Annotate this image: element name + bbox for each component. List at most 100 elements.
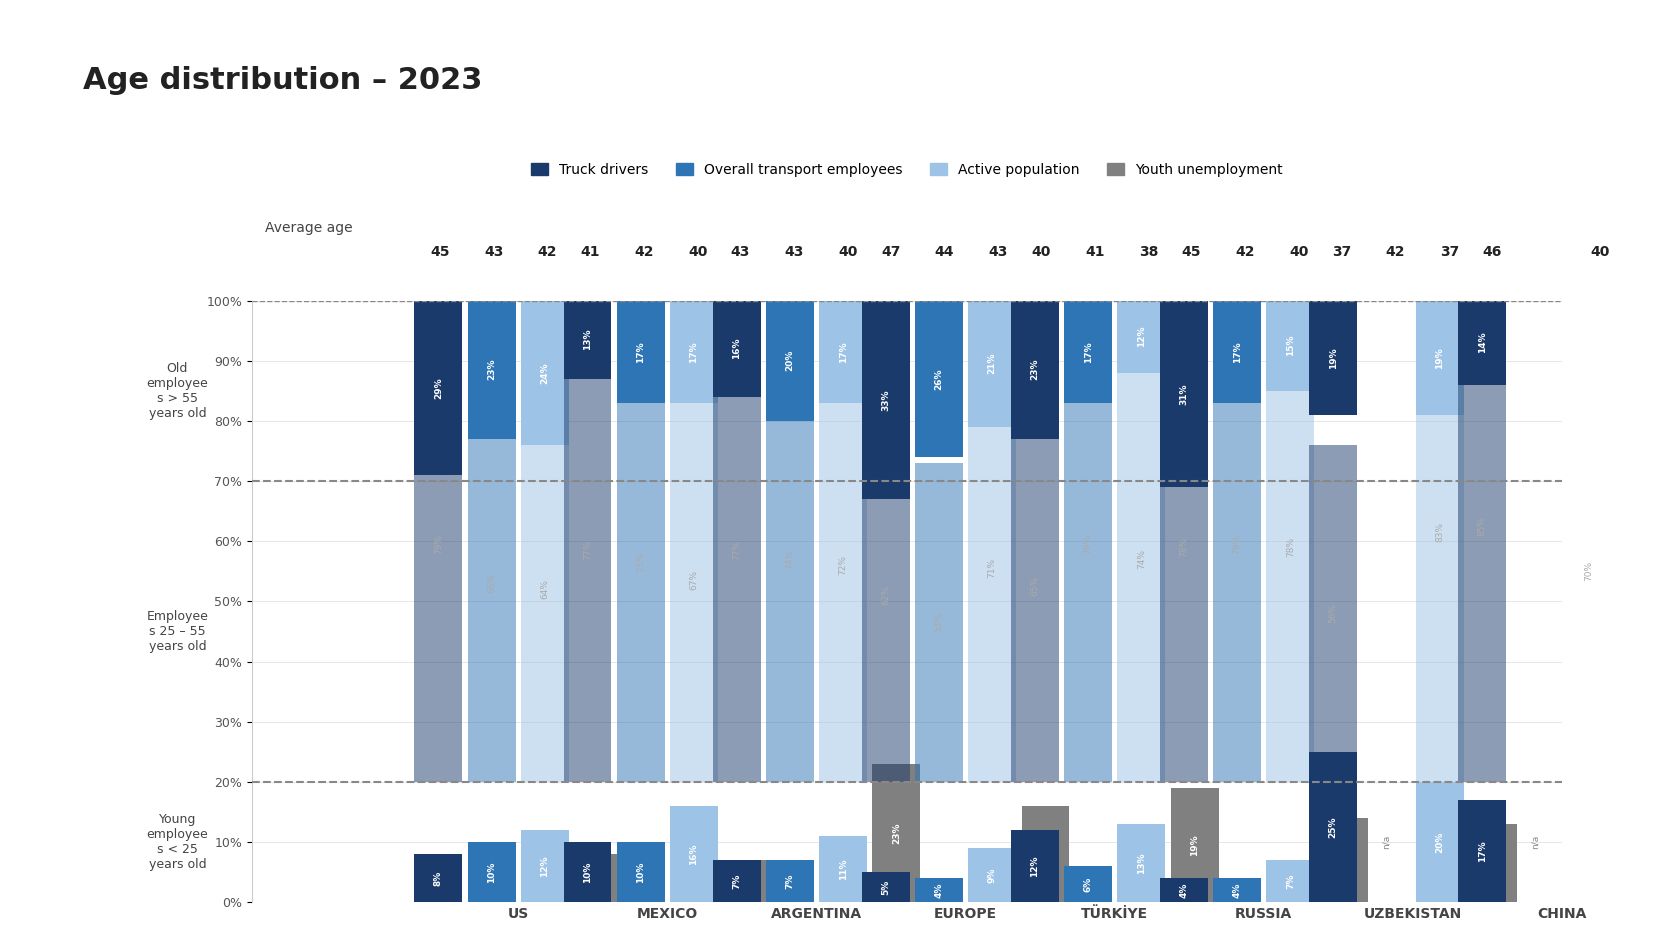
Text: 74%: 74% [785, 549, 795, 569]
Text: 14%: 14% [1477, 332, 1487, 354]
Text: 43: 43 [730, 245, 750, 259]
Bar [1011, 300, 1059, 439]
Text: 7%: 7% [732, 873, 740, 889]
Bar [1320, 818, 1368, 902]
Text: 74%: 74% [1137, 549, 1145, 569]
Text: 38: 38 [1139, 245, 1159, 259]
Text: Employee
s 25 – 55
years old: Employee s 25 – 55 years old [146, 610, 209, 653]
Text: 16%: 16% [1041, 843, 1051, 865]
Bar [1310, 752, 1356, 902]
Text: 53%: 53% [935, 612, 943, 633]
Bar [765, 300, 813, 421]
Bar [1117, 337, 1165, 782]
Text: 65%: 65% [1031, 577, 1039, 596]
Bar [1117, 300, 1165, 373]
Text: 85%: 85% [1477, 516, 1487, 536]
Text: 12%: 12% [541, 856, 549, 877]
Bar [915, 463, 963, 782]
Bar [1457, 800, 1506, 902]
Bar [862, 872, 910, 902]
Bar [574, 854, 622, 902]
Bar [1310, 300, 1356, 415]
Bar [468, 385, 516, 782]
Text: 4%: 4% [1180, 883, 1189, 898]
Bar [671, 300, 717, 402]
Bar [1160, 313, 1208, 782]
Bar [1064, 307, 1112, 782]
Text: 79%: 79% [1233, 534, 1242, 554]
Bar [862, 300, 910, 499]
Text: 71%: 71% [988, 558, 996, 578]
Text: 15%: 15% [1584, 335, 1594, 357]
Bar [1565, 360, 1612, 782]
Text: 13%: 13% [1489, 853, 1497, 874]
Bar [415, 307, 463, 782]
Bar [818, 836, 867, 902]
Text: Old
employee
s > 55
years old: Old employee s > 55 years old [146, 362, 208, 419]
Bar [712, 318, 760, 782]
Text: 83%: 83% [1434, 522, 1444, 542]
Text: 17%: 17% [1233, 341, 1242, 362]
Bar [1117, 824, 1165, 902]
Bar [671, 379, 717, 782]
Bar [618, 300, 664, 402]
Text: 19%: 19% [1328, 347, 1338, 369]
Text: Age distribution – 2023: Age distribution – 2023 [83, 66, 483, 95]
Text: 14%: 14% [1340, 849, 1348, 870]
Text: 20%: 20% [1434, 831, 1444, 853]
Text: 40: 40 [1031, 245, 1051, 259]
Text: 9%: 9% [988, 868, 996, 883]
Text: 5%: 5% [881, 880, 890, 895]
Bar [563, 300, 611, 379]
Bar [712, 300, 760, 397]
Text: 79%: 79% [1084, 534, 1092, 554]
Text: 41: 41 [1086, 245, 1104, 259]
Bar [1267, 313, 1315, 782]
Text: 45: 45 [1182, 245, 1202, 259]
Bar [1213, 878, 1262, 902]
Bar [415, 854, 463, 902]
Text: 16%: 16% [689, 843, 699, 865]
Text: 26%: 26% [935, 368, 943, 389]
Bar [915, 300, 963, 457]
Bar [671, 806, 717, 902]
Text: 15%: 15% [1584, 846, 1594, 868]
Bar [521, 397, 569, 782]
Text: 43: 43 [989, 245, 1008, 259]
Text: 17%: 17% [636, 341, 646, 362]
Bar [1064, 300, 1112, 402]
Bar [712, 860, 760, 902]
Text: 56%: 56% [1328, 604, 1338, 623]
Text: 40: 40 [687, 245, 707, 259]
Bar [1213, 307, 1262, 782]
Text: 37: 37 [1333, 245, 1351, 259]
Text: 45: 45 [430, 245, 450, 259]
Bar [1011, 830, 1059, 902]
Text: 40: 40 [838, 245, 858, 259]
Text: 31%: 31% [1180, 383, 1189, 404]
Bar [724, 860, 772, 902]
Bar [968, 355, 1016, 782]
Bar [765, 337, 813, 782]
Text: 17%: 17% [689, 341, 699, 362]
Text: 21%: 21% [988, 353, 996, 374]
Text: 13%: 13% [1137, 853, 1145, 874]
Bar [521, 830, 569, 902]
Text: 42: 42 [634, 245, 654, 259]
Text: n/a: n/a [1381, 835, 1391, 849]
Text: 7%: 7% [785, 873, 795, 889]
Text: 25%: 25% [1328, 816, 1338, 838]
Text: 6%: 6% [1084, 876, 1092, 892]
Bar [468, 842, 516, 902]
Text: 64%: 64% [541, 579, 549, 599]
Bar [1457, 271, 1506, 782]
Bar [1267, 300, 1315, 391]
Text: 19%: 19% [1190, 834, 1199, 856]
Bar [563, 842, 611, 902]
Text: 40: 40 [1290, 245, 1308, 259]
Bar [1021, 806, 1069, 902]
Text: 78%: 78% [1286, 537, 1295, 557]
Text: 7%: 7% [742, 873, 752, 889]
Bar [1565, 300, 1612, 391]
Text: 43: 43 [785, 245, 803, 259]
